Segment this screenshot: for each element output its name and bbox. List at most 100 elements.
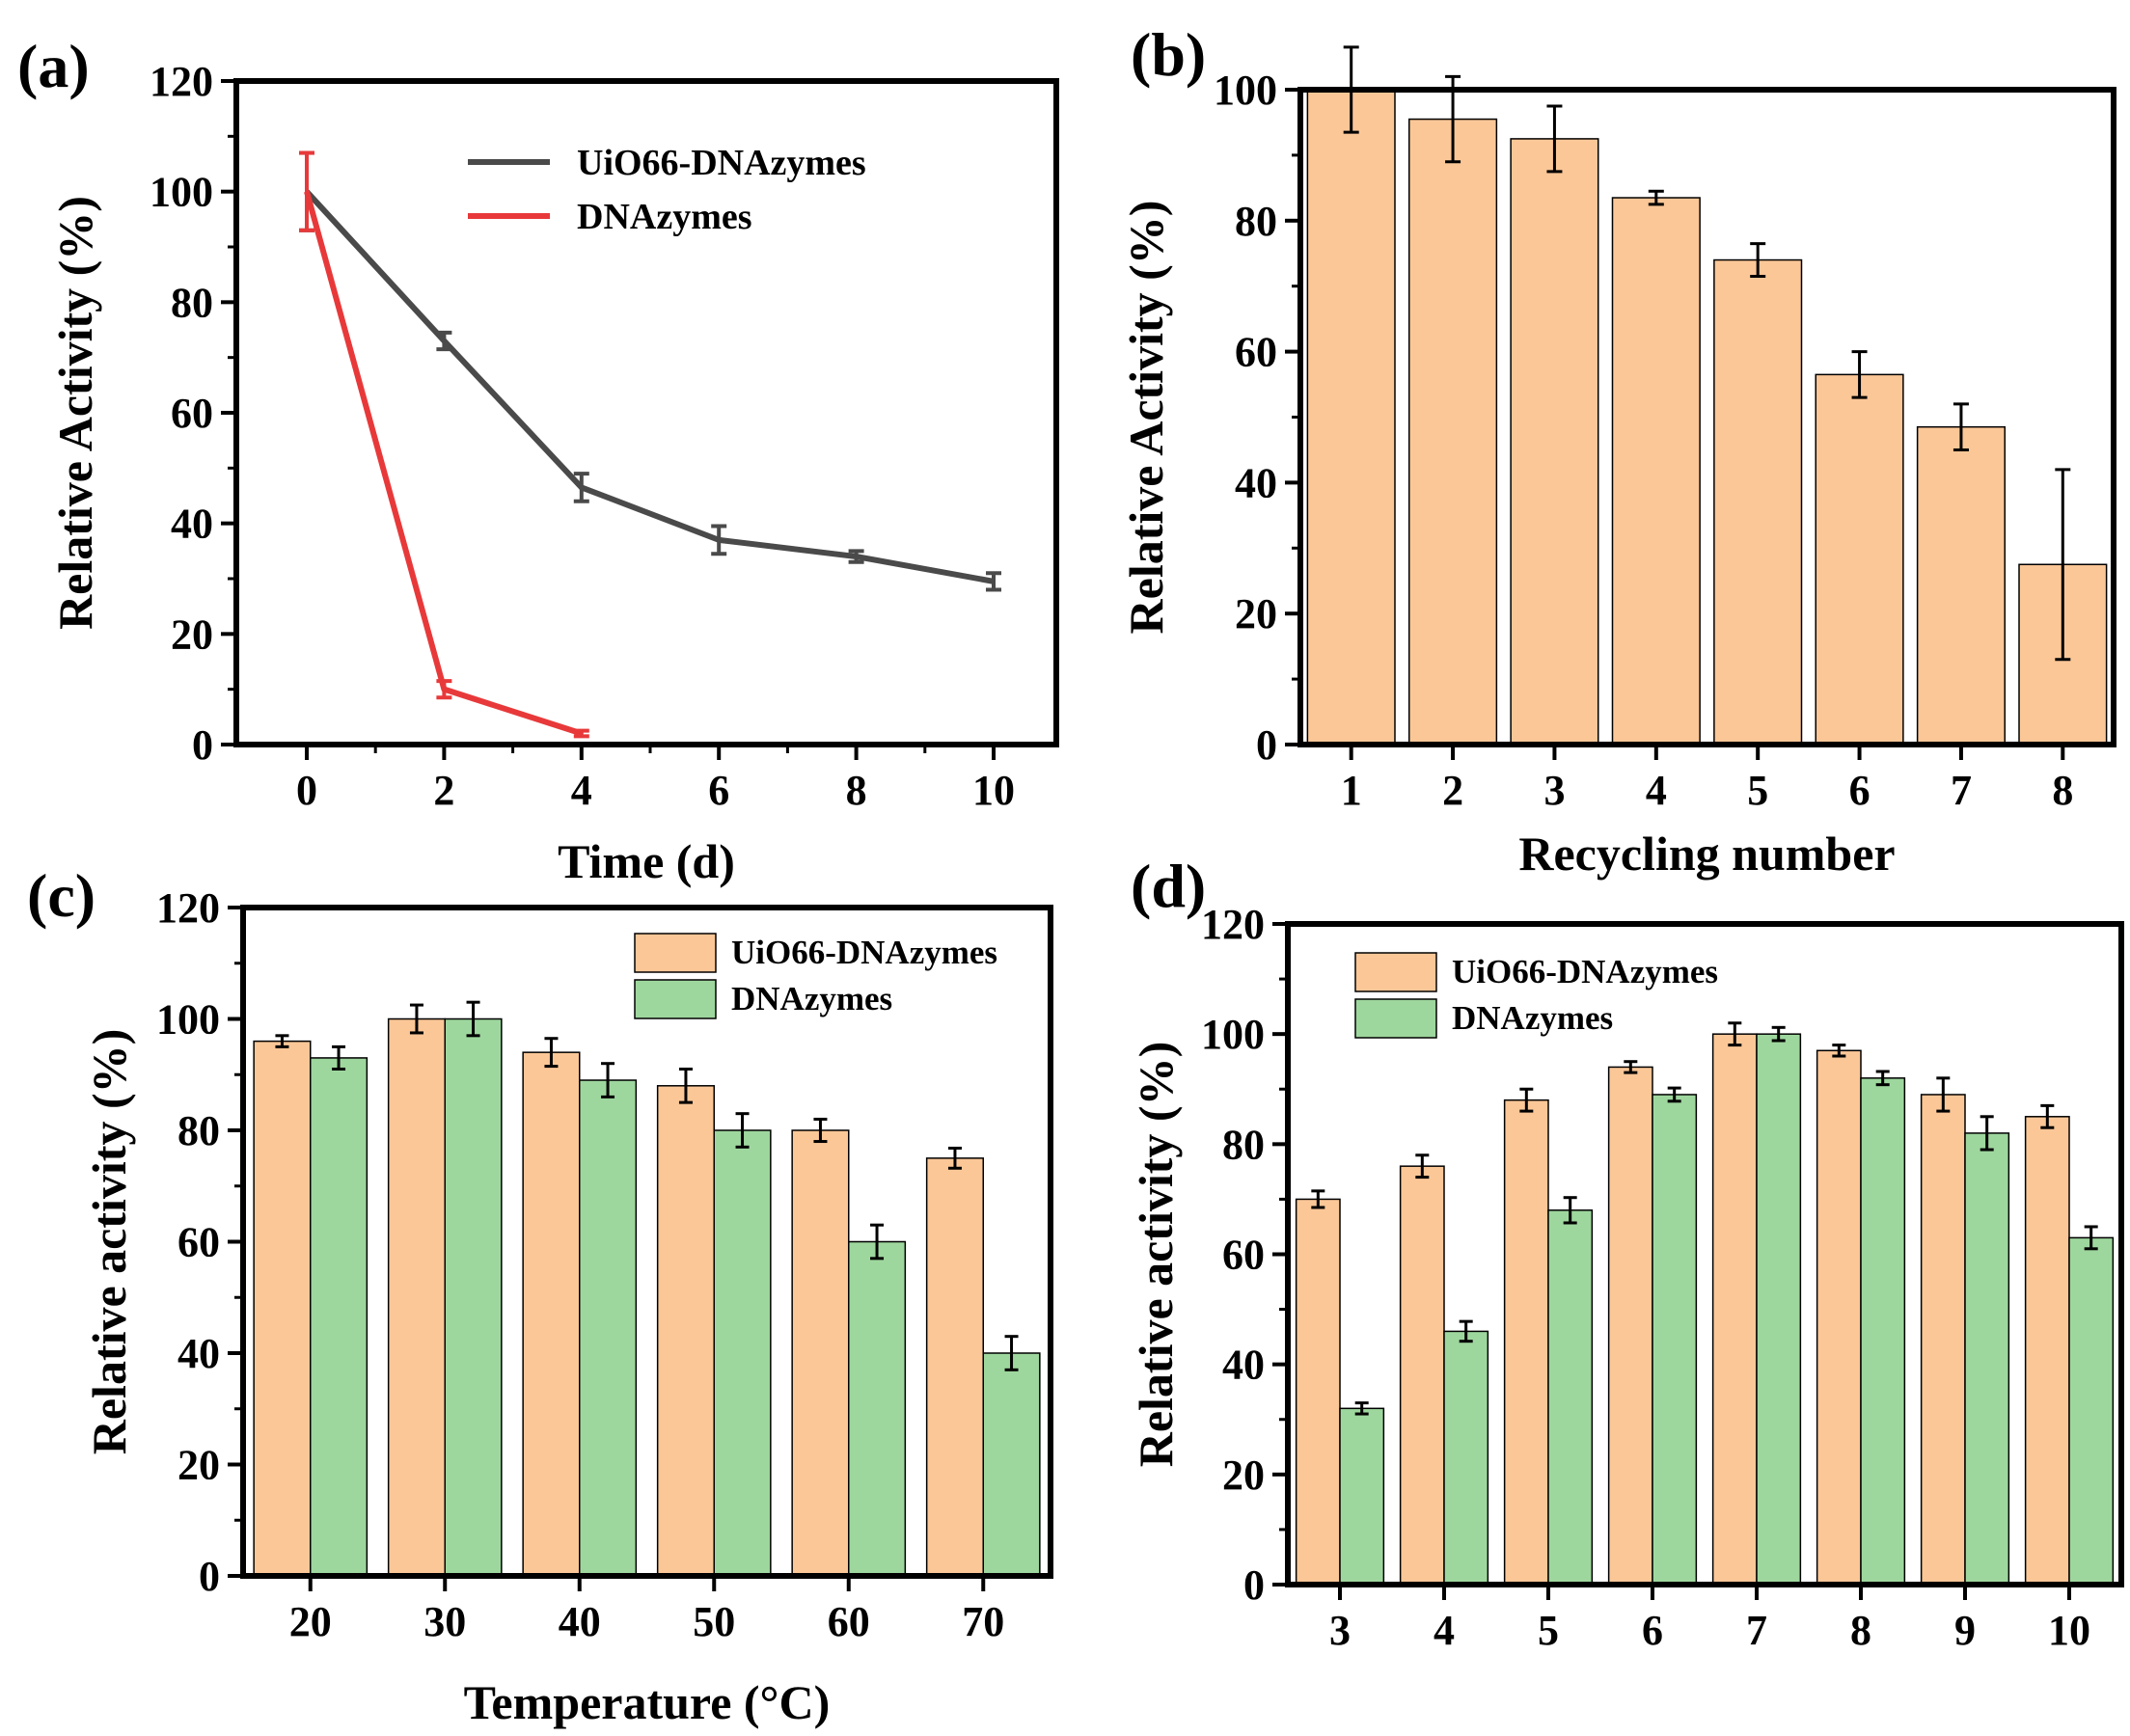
- x-tick-label: 6: [1642, 1607, 1663, 1654]
- bar: [2024, 1116, 2070, 1586]
- x-tick-label: 10: [972, 767, 1015, 814]
- x-tick-label: 6: [708, 767, 729, 814]
- bar: [1306, 89, 1396, 746]
- panel-label: (d): [1131, 852, 1206, 920]
- y-tick-label: 120: [150, 58, 213, 105]
- legend-swatch: [634, 979, 717, 1019]
- legend-label: DNAzymes: [731, 980, 892, 1017]
- y-tick-label: 40: [171, 501, 213, 548]
- y-tick-label: 100: [156, 996, 220, 1044]
- y-tick-label: 60: [171, 390, 213, 437]
- x-tick-label: 50: [693, 1598, 735, 1645]
- bar: [444, 1017, 503, 1577]
- series-dnazymes: [1339, 1033, 2115, 1586]
- y-tick-label: 20: [1222, 1451, 1265, 1499]
- series-dnazymes: [310, 1017, 1041, 1577]
- y-axis-title: Relative activity (%): [82, 1029, 136, 1455]
- bar: [387, 1017, 447, 1577]
- bar: [1295, 1198, 1341, 1586]
- y-tick-label: 100: [150, 169, 213, 216]
- panel-label: (a): [17, 32, 90, 100]
- bar: [579, 1079, 638, 1577]
- series-line: [304, 190, 583, 737]
- legend-swatch: [634, 933, 717, 973]
- bar: [982, 1352, 1041, 1577]
- bar: [791, 1129, 850, 1577]
- legend-label: DNAzymes: [577, 197, 752, 237]
- bar: [1408, 118, 1498, 746]
- legend-label: DNAzymes: [1452, 999, 1613, 1037]
- x-tick-label: 7: [1951, 767, 1972, 814]
- x-axis-title: Time (d): [558, 834, 735, 888]
- error-bars-0: [275, 1003, 962, 1170]
- error-bars-1: [1354, 1025, 2098, 1416]
- bar: [1399, 1165, 1445, 1586]
- bar: [1920, 1094, 1966, 1586]
- x-axis: 3 4 5 6 7 8 9 10: [1329, 1585, 2090, 1654]
- bar: [522, 1051, 581, 1577]
- x-tick-label: 7: [1746, 1607, 1767, 1654]
- y-axis: 0 20 40 60 80 100 120: [156, 884, 243, 1600]
- x-tick-label: 40: [559, 1598, 601, 1645]
- bar: [1503, 1099, 1549, 1586]
- x-tick-label: 6: [1849, 767, 1871, 814]
- x-tick-label: 9: [1954, 1607, 1976, 1654]
- bar: [1711, 1033, 1758, 1586]
- x-axis: 0 2 4 6 8 10: [296, 745, 1015, 814]
- y-tick-label: 20: [178, 1442, 220, 1489]
- x-tick-label: 4: [571, 767, 592, 814]
- x-tick-label: 30: [423, 1598, 466, 1645]
- y-tick-label: 0: [192, 721, 213, 769]
- bar: [1443, 1330, 1489, 1586]
- x-tick-label: 8: [1850, 1607, 1871, 1654]
- x-axis-title: Recycling number: [1518, 827, 1895, 881]
- x-tick-label: 20: [289, 1598, 332, 1645]
- legend-swatch: [1354, 998, 1437, 1039]
- series-uio66-dnazymes: [253, 1017, 984, 1577]
- panel-c: (c) 0 20 40 60 80 100 120 20 30 40 50 60 70 Relative a…: [27, 861, 1053, 1729]
- error-bars-1: [332, 1000, 1019, 1371]
- bar: [1652, 1094, 1698, 1586]
- bar: [1964, 1132, 2010, 1586]
- y-tick-label: 0: [1243, 1561, 1265, 1609]
- bar: [1713, 258, 1803, 746]
- x-axis: 20 30 40 50 60 70: [289, 1576, 1004, 1645]
- y-tick-label: 60: [1235, 329, 1277, 376]
- y-tick-label: 80: [1222, 1121, 1265, 1168]
- y-tick-label: 40: [1222, 1342, 1265, 1389]
- x-axis-title: Temperature (°C): [464, 1675, 831, 1729]
- x-tick-label: 4: [1434, 1607, 1455, 1654]
- y-tick-label: 100: [1201, 1011, 1265, 1058]
- x-tick-label: 3: [1329, 1607, 1351, 1654]
- legend-swatch: [1354, 952, 1437, 992]
- x-tick-label: 8: [846, 767, 867, 814]
- bar: [1756, 1033, 1802, 1586]
- panel-b: (b) 0 20 40 60 80 100 1 2 3 4 5 6 7 8 Relative Activity…: [1119, 20, 2116, 881]
- y-axis-title: Relative Activity (%): [1119, 201, 1173, 635]
- bar: [2068, 1236, 2115, 1586]
- y-tick-label: 80: [171, 279, 213, 326]
- x-tick-label: 2: [1442, 767, 1463, 814]
- panel-label: (c): [27, 861, 96, 930]
- y-axis: 0 20 40 60 80 100 120: [1201, 901, 1288, 1609]
- bar: [848, 1240, 907, 1577]
- y-axis-title: Relative Activity (%): [48, 196, 102, 630]
- y-tick-label: 0: [1256, 721, 1277, 769]
- bar: [1339, 1407, 1385, 1586]
- x-tick-label: 8: [2052, 767, 2073, 814]
- y-tick-label: 80: [1235, 198, 1277, 245]
- x-tick-label: 70: [962, 1598, 1004, 1645]
- legend-label: UiO66-DNAzymes: [577, 143, 866, 183]
- bar: [1860, 1077, 1906, 1586]
- x-tick-label: 3: [1543, 767, 1565, 814]
- x-tick-label: 2: [433, 767, 454, 814]
- series-relative-activity: [1306, 89, 2108, 746]
- legend: UiO66-DNAzymes DNAzymes: [634, 933, 997, 1019]
- y-axis-title: Relative activity (%): [1129, 1042, 1183, 1468]
- y-tick-label: 120: [156, 884, 220, 932]
- error-bars-0: [1311, 1021, 2055, 1209]
- panel-d: (d) 0 20 40 60 80 100 120 3 4 5 6 7 8 9 10 Relative acti…: [1129, 852, 2124, 1654]
- bar: [310, 1057, 369, 1577]
- panel-a: (a) 0 20 40 60 80 100 120 0 2 4 6 8 10 Relative Activi…: [17, 32, 1059, 888]
